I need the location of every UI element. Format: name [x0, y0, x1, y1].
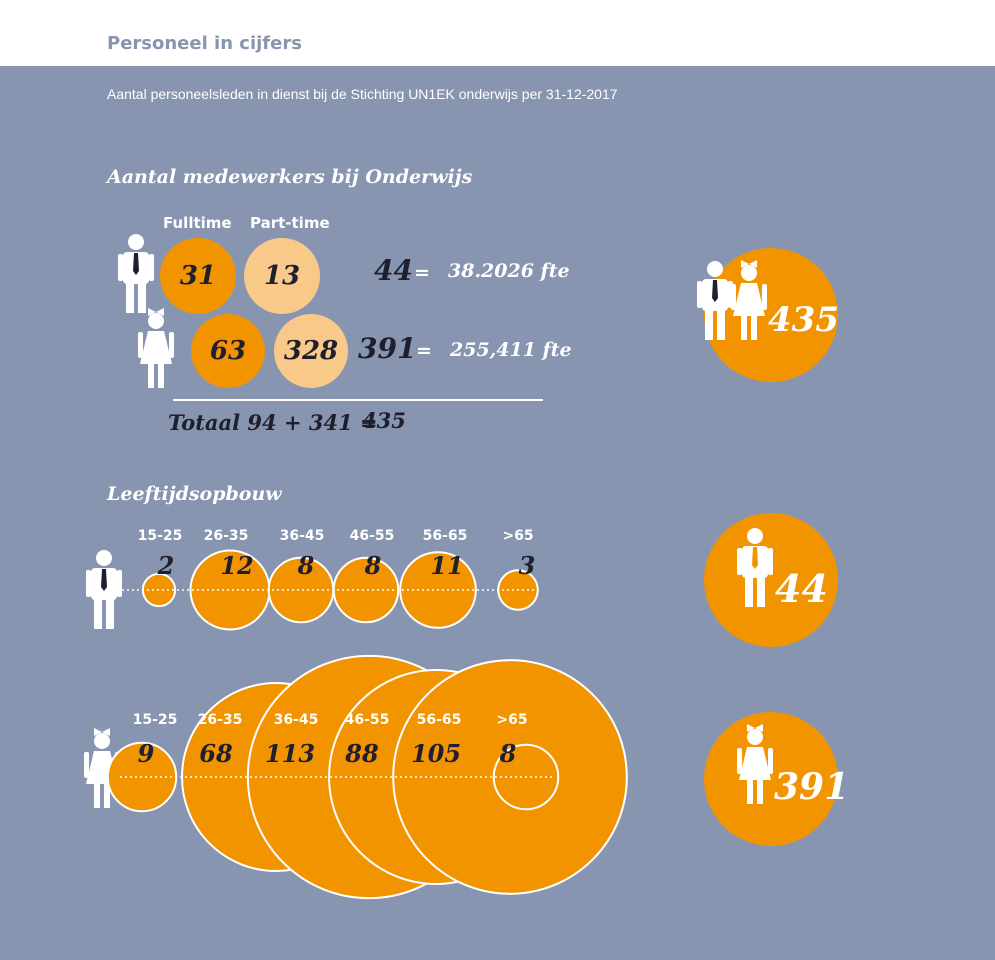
- female-age-label-0: 15-25: [133, 712, 178, 728]
- age-male-icon: [86, 550, 122, 629]
- page-title: Personeel in cijfers: [107, 33, 302, 54]
- female-total-circle: [704, 712, 838, 846]
- female-age-label-5: >65: [496, 712, 527, 728]
- female-parttime-bubble: 328: [274, 314, 348, 388]
- overall-female-icon: [731, 260, 767, 340]
- male-parttime-bubble: 13: [244, 238, 320, 314]
- male-total-icon: [737, 528, 773, 607]
- female-age-value-2: 113: [265, 739, 315, 768]
- female-total-icon: [737, 724, 773, 804]
- female-age-label-1: 26-35: [198, 712, 243, 728]
- female-fulltime-bubble: 63: [191, 314, 265, 388]
- male-age-label-3: 46-55: [350, 528, 395, 544]
- male-icon: [118, 234, 154, 313]
- male-fulltime-bubble: 31: [160, 238, 236, 314]
- female-age-label-3: 46-55: [345, 712, 390, 728]
- female-fte: 255,411 fte: [450, 339, 572, 361]
- male-age-value-5: 3: [519, 551, 536, 580]
- female-age-label-4: 56-65: [417, 712, 462, 728]
- female-age-value-0: 9: [138, 739, 155, 768]
- male-age-value-1: 12: [220, 551, 253, 580]
- total-divider: [173, 399, 543, 401]
- male-age-value-3: 8: [364, 551, 382, 580]
- section-title-leeftijd: Leeftijdsopbouw: [107, 483, 282, 505]
- label-fulltime: Fulltime: [163, 214, 232, 232]
- male-total: 44: [374, 254, 413, 287]
- female-age-label-2: 36-45: [274, 712, 319, 728]
- total-value: 435: [362, 408, 406, 433]
- female-icon: [138, 308, 174, 388]
- male-age-value-0: 2: [157, 551, 175, 580]
- overall-male-icon: [697, 261, 733, 340]
- female-age-value-1: 68: [199, 739, 233, 768]
- male-age-value-4: 11: [430, 551, 463, 580]
- female-eq-1: =: [416, 340, 432, 362]
- male-age-label-2: 36-45: [280, 528, 325, 544]
- overall-total-number: 435: [768, 300, 839, 340]
- male-age-label-0: 15-25: [138, 528, 183, 544]
- male-fte: 38.2026 fte: [448, 260, 570, 282]
- female-age-value-4: 105: [411, 739, 461, 768]
- female-total: 391: [358, 332, 417, 365]
- female-age-value-3: 88: [344, 739, 379, 768]
- male-age-value-2: 8: [297, 551, 315, 580]
- male-age-label-5: >65: [502, 528, 533, 544]
- label-parttime: Part-time: [250, 214, 330, 232]
- male-eq-1: =: [414, 262, 430, 284]
- female-age-value-5: 8: [499, 739, 517, 768]
- header-bar: [0, 0, 995, 66]
- total-label: Totaal 94 + 341 =: [168, 410, 378, 435]
- male-total-number: 44: [775, 566, 828, 611]
- female-total-number: 391: [774, 766, 850, 808]
- male-total-circle: [704, 513, 838, 647]
- male-age-label-4: 56-65: [423, 528, 468, 544]
- overall-total-circle: [704, 248, 838, 382]
- subtitle: Aantal personeelsleden in dienst bij de …: [107, 86, 618, 102]
- section-title-medewerkers: Aantal medewerkers bij Onderwijs: [107, 166, 473, 188]
- male-age-label-1: 26-35: [204, 528, 249, 544]
